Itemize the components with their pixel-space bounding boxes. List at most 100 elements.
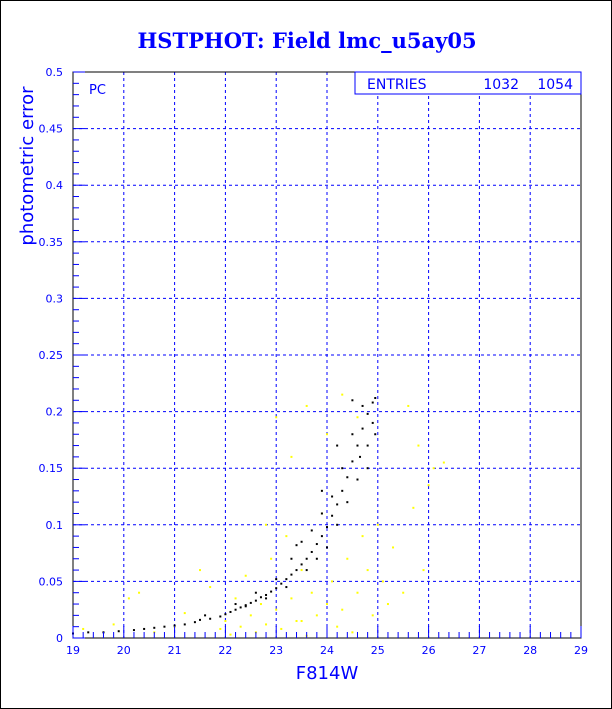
x-tick-label: 28 bbox=[523, 644, 537, 657]
data-point bbox=[234, 603, 237, 606]
data-point bbox=[366, 467, 369, 470]
data-point bbox=[336, 444, 339, 447]
data-point bbox=[331, 495, 334, 498]
data-point bbox=[244, 604, 247, 607]
data-point bbox=[143, 627, 146, 630]
data-point bbox=[361, 427, 364, 430]
data-point bbox=[224, 620, 227, 623]
data-point bbox=[341, 608, 344, 611]
x-tick-label: 21 bbox=[168, 644, 182, 657]
y-tick-label: 0.45 bbox=[39, 123, 64, 136]
data-point bbox=[356, 416, 359, 419]
data-point bbox=[254, 599, 257, 602]
data-point bbox=[285, 586, 288, 589]
data-point bbox=[356, 591, 359, 594]
data-point bbox=[290, 557, 293, 560]
data-point bbox=[249, 601, 252, 604]
data-point bbox=[356, 444, 359, 447]
data-point bbox=[412, 506, 415, 509]
data-point bbox=[427, 484, 430, 487]
data-point bbox=[275, 416, 278, 419]
data-point bbox=[356, 478, 359, 481]
data-point bbox=[392, 546, 395, 549]
data-point bbox=[331, 514, 334, 517]
data-point bbox=[265, 593, 268, 596]
pc-annotation: PC bbox=[89, 83, 106, 98]
data-point bbox=[432, 467, 435, 470]
data-point bbox=[326, 433, 328, 436]
data-point bbox=[366, 444, 369, 447]
data-point bbox=[374, 397, 377, 400]
y-tick-label: 0.05 bbox=[39, 575, 64, 588]
data-point bbox=[351, 399, 354, 402]
data-point bbox=[310, 550, 313, 553]
data-point bbox=[234, 608, 237, 611]
data-point bbox=[127, 597, 130, 600]
x-tick-label: 25 bbox=[371, 644, 385, 657]
data-point bbox=[254, 591, 257, 594]
stats-box bbox=[354, 71, 582, 95]
x-tick-label: 27 bbox=[472, 644, 486, 657]
data-points bbox=[72, 393, 445, 637]
data-point bbox=[315, 543, 318, 546]
data-point bbox=[341, 489, 344, 492]
data-point bbox=[270, 590, 273, 593]
data-point bbox=[346, 501, 349, 504]
data-point bbox=[320, 489, 323, 492]
x-tick-label: 20 bbox=[117, 644, 131, 657]
data-point bbox=[295, 620, 298, 623]
data-point bbox=[320, 535, 323, 538]
data-point bbox=[300, 569, 303, 572]
data-point bbox=[295, 544, 298, 547]
data-point bbox=[132, 629, 135, 632]
data-point bbox=[229, 633, 232, 636]
data-point bbox=[442, 461, 445, 464]
data-point bbox=[204, 614, 207, 617]
data-point bbox=[265, 623, 268, 626]
data-point bbox=[371, 421, 374, 424]
data-point bbox=[346, 476, 349, 479]
data-point bbox=[336, 523, 339, 526]
data-point bbox=[219, 615, 222, 618]
data-point bbox=[341, 467, 344, 470]
data-point bbox=[320, 512, 323, 515]
stats-entries-value-second: 1054 bbox=[537, 77, 573, 93]
data-point bbox=[163, 625, 166, 628]
data-point bbox=[285, 535, 288, 538]
data-point bbox=[290, 455, 293, 458]
y-tick-label: 0.5 bbox=[46, 66, 64, 79]
data-point bbox=[326, 603, 328, 606]
data-point bbox=[290, 597, 293, 600]
y-tick-label: 0.25 bbox=[39, 349, 64, 362]
data-point bbox=[361, 535, 364, 538]
y-tick-label: 0 bbox=[56, 632, 63, 645]
x-tick-label: 29 bbox=[574, 644, 588, 657]
data-point bbox=[183, 612, 186, 615]
y-tick-label: 0.15 bbox=[39, 462, 64, 475]
data-point bbox=[209, 617, 212, 620]
data-point bbox=[351, 433, 354, 436]
grid bbox=[73, 72, 581, 638]
data-point bbox=[326, 526, 328, 529]
data-point bbox=[359, 455, 362, 458]
data-point bbox=[224, 613, 227, 616]
data-point bbox=[138, 591, 141, 594]
data-point bbox=[422, 569, 425, 572]
data-point bbox=[265, 523, 268, 526]
data-point bbox=[366, 569, 369, 572]
data-point bbox=[351, 631, 354, 634]
data-point bbox=[229, 610, 232, 613]
data-point bbox=[300, 620, 303, 623]
data-point bbox=[173, 624, 176, 627]
data-point bbox=[310, 591, 313, 594]
data-point bbox=[87, 631, 90, 634]
data-point bbox=[300, 540, 303, 543]
data-point bbox=[275, 578, 278, 581]
data-point bbox=[351, 460, 354, 463]
tick-labels: 19 20 21 22 23 24 25 26 27 28 29 0 0.05 0.1 0.15 0.2 0.2… bbox=[39, 66, 589, 657]
y-tick-label: 0.1 bbox=[46, 519, 64, 532]
y-axis-label: photometric error bbox=[17, 86, 38, 246]
data-point bbox=[199, 569, 201, 572]
data-point bbox=[295, 569, 298, 572]
data-point bbox=[336, 625, 339, 628]
